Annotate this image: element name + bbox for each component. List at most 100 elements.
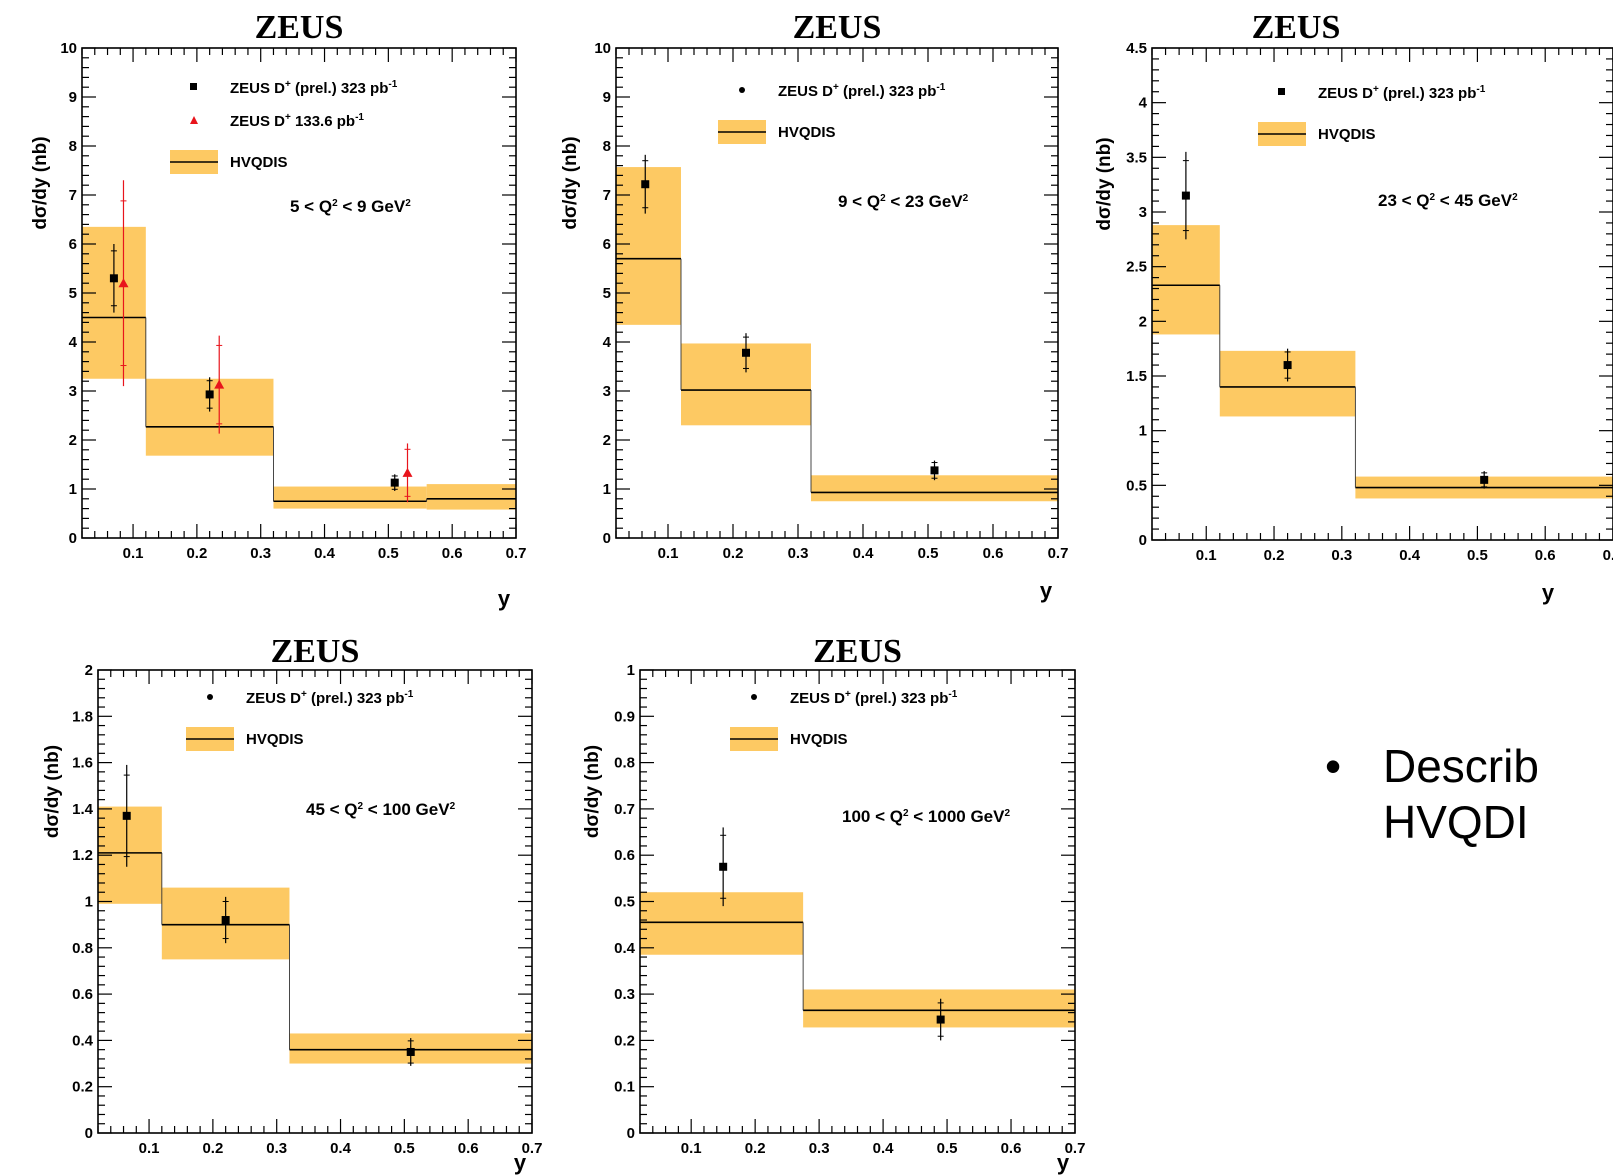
y-tick-label: 1 (1139, 423, 1147, 440)
y-tick-label: 3 (69, 383, 77, 400)
data-point (641, 180, 650, 189)
x-tick-label: 0.1 (658, 545, 679, 562)
q2-range-label: 100 < Q2 < 1000 GeV2 (842, 807, 1010, 826)
x-axis-label: y (514, 1150, 527, 1175)
y-axis-label: dσ/dy (nb) (560, 136, 581, 229)
panel-2: 0 1 2 3 4 5 6 7 8 9 10 0.1 0.2 0.3 0.4 0.5 0.6 0.7 ZEUS dσ/… (560, 9, 1068, 603)
y-tick-label: 0.6 (614, 847, 635, 864)
legend-entry-1: ZEUS D+ (prel.) 323 pb-1 (246, 689, 414, 707)
y-axis-label: dσ/dy (nb) (582, 745, 603, 838)
panel-3: 0 0.5 1 1.5 2 2.5 3 3.5 4 4.5 0.1 0.2 0.3 0.4 0.5 0.6 0.… (1094, 9, 1613, 605)
x-tick-label: 0.3 (266, 1140, 287, 1157)
x-tick-label: 0.5 (937, 1140, 958, 1157)
x-tick-label: 0.4 (314, 545, 336, 562)
y-tick-label: 1 (627, 662, 635, 679)
hvqdis-band-1 (616, 167, 681, 325)
x-tick-label: 0.6 (442, 545, 463, 562)
data-point (1181, 191, 1190, 200)
x-tick-label: 0.4 (1399, 547, 1421, 564)
y-tick-label: 0.4 (614, 940, 636, 957)
y-tick-label: 1.6 (72, 755, 93, 772)
legend-entry-2: HVQDIS (246, 731, 304, 748)
x-tick-label: 0.6 (1535, 547, 1556, 564)
x-tick-label: 0.7 (1603, 547, 1613, 564)
legend-entry-1: ZEUS D+ (prel.) 323 pb-1 (230, 79, 398, 97)
x-tick-label: 0.3 (809, 1140, 830, 1157)
x-axis-label: y (1542, 580, 1555, 605)
data-point (742, 348, 750, 357)
legend-entry-2: HVQDIS (778, 124, 836, 141)
y-tick-label: 3.5 (1126, 149, 1147, 166)
legend-marker (751, 694, 757, 700)
legend-entry-1: ZEUS D+ (prel.) 323 pb-1 (790, 689, 958, 707)
y-tick-label: 0.5 (1126, 477, 1147, 494)
legend-entry-2: HVQDIS (1318, 126, 1376, 143)
legend-marker (1278, 88, 1285, 95)
x-tick-label: 0.7 (522, 1140, 543, 1157)
panel-1: 0 1 2 3 4 5 6 7 8 9 10 0.1 0.2 0.3 0.4 0.5 0.6 0.7 ZEUS dσ/… (30, 9, 526, 611)
data-point-triangle (214, 379, 225, 389)
q2-range-label: 5 < Q2 < 9 GeV2 (290, 197, 411, 216)
x-tick-label: 0.6 (458, 1140, 479, 1157)
x-tick-label: 0.1 (1196, 547, 1217, 564)
panel-4: 0 0.2 0.4 0.6 0.8 1 1.2 1.4 1.6 1.8 2 0.1 0.2 0.3 0.4 0… (42, 633, 542, 1175)
x-tick-label: 0.3 (788, 545, 809, 562)
x-tick-label: 0.5 (918, 545, 939, 562)
y-tick-label: 1.4 (72, 801, 94, 818)
y-tick-label: 0 (69, 530, 77, 547)
data-point (1283, 361, 1292, 370)
q2-range-label: 23 < Q2 < 45 GeV2 (1378, 191, 1518, 210)
q2-range-label: 9 < Q2 < 23 GeV2 (838, 192, 969, 211)
data-point (109, 274, 118, 283)
y-tick-label: 0 (627, 1125, 635, 1142)
x-tick-label: 0.4 (330, 1140, 352, 1157)
x-tick-label: 0.3 (250, 545, 271, 562)
hvqdis-band-1 (1152, 225, 1220, 335)
y-tick-label: 2 (85, 662, 93, 679)
hvqdis-band-1 (640, 892, 804, 955)
x-tick-label: 0.2 (1264, 547, 1285, 564)
y-tick-label: 5 (69, 285, 77, 302)
data-point (122, 811, 131, 820)
y-tick-label: 8 (603, 138, 611, 155)
panel-5: 0 0.1 0.2 0.3 0.4 0.5 0.6 0.7 0.8 0.9 1 0.1 0.2 0.3 0.… (582, 633, 1085, 1175)
x-tick-label: 0.1 (123, 545, 144, 562)
legend-entry-2: HVQDIS (790, 731, 848, 748)
chart-title: ZEUS (271, 633, 360, 670)
data-point (406, 1047, 415, 1056)
y-tick-label: 0.5 (614, 894, 635, 911)
y-tick-label: 4 (603, 334, 612, 351)
legend-marker (190, 83, 197, 90)
data-point (390, 478, 399, 487)
x-tick-label: 0.3 (1331, 547, 1352, 564)
y-tick-label: 1.2 (72, 847, 93, 864)
data-point (930, 466, 939, 475)
y-tick-label: 6 (603, 236, 611, 253)
y-tick-label: 7 (69, 187, 77, 204)
y-tick-label: 4 (69, 334, 78, 351)
data-point-triangle (118, 278, 129, 288)
data-point-triangle (402, 467, 413, 477)
data-point (936, 1015, 945, 1024)
x-tick-label: 0.2 (723, 545, 744, 562)
y-tick-label: 0.4 (72, 1032, 94, 1049)
hvqdis-band-4 (426, 484, 516, 510)
plot-frame (1151, 47, 1613, 541)
chart-title: ZEUS (813, 633, 902, 670)
y-tick-label: 10 (594, 40, 611, 57)
y-tick-label: 0.9 (614, 708, 635, 725)
x-tick-label: 0.7 (506, 545, 527, 562)
y-tick-label: 1.8 (72, 708, 93, 725)
x-tick-label: 0.5 (1467, 547, 1488, 564)
legend-marker-triangle (190, 116, 198, 124)
chart-title: ZEUS (1252, 9, 1341, 46)
data-point (719, 862, 728, 871)
y-tick-label: 4 (1139, 95, 1148, 112)
y-tick-label: 0.6 (72, 986, 93, 1003)
y-tick-label: 8 (69, 138, 77, 155)
y-tick-label: 0.8 (614, 755, 635, 772)
x-tick-label: 0.2 (745, 1140, 766, 1157)
y-tick-label: 0 (85, 1125, 93, 1142)
y-tick-label: 1 (85, 894, 93, 911)
y-tick-label: 7 (603, 187, 611, 204)
